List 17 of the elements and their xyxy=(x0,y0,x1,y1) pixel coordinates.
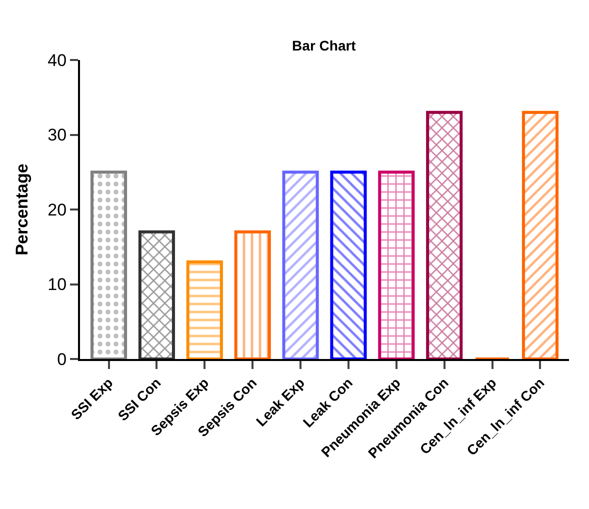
bar xyxy=(186,260,223,359)
bar xyxy=(138,230,175,359)
y-tick-label: 20 xyxy=(48,200,67,220)
bar xyxy=(282,170,319,359)
y-tick-label: 40 xyxy=(48,50,67,70)
y-tick-label: 0 xyxy=(57,350,67,369)
x-tick-label: SSI Exp xyxy=(68,374,116,423)
bar xyxy=(378,170,415,359)
bar xyxy=(90,170,128,359)
bar xyxy=(330,170,367,359)
y-axis-title: Percentage xyxy=(12,164,32,256)
bar xyxy=(522,110,559,359)
y-tick-label: 30 xyxy=(48,126,67,145)
bar xyxy=(426,110,463,359)
y-tick-label: 10 xyxy=(48,275,67,294)
bar xyxy=(234,230,271,359)
chart-title: Bar Chart xyxy=(292,38,356,54)
